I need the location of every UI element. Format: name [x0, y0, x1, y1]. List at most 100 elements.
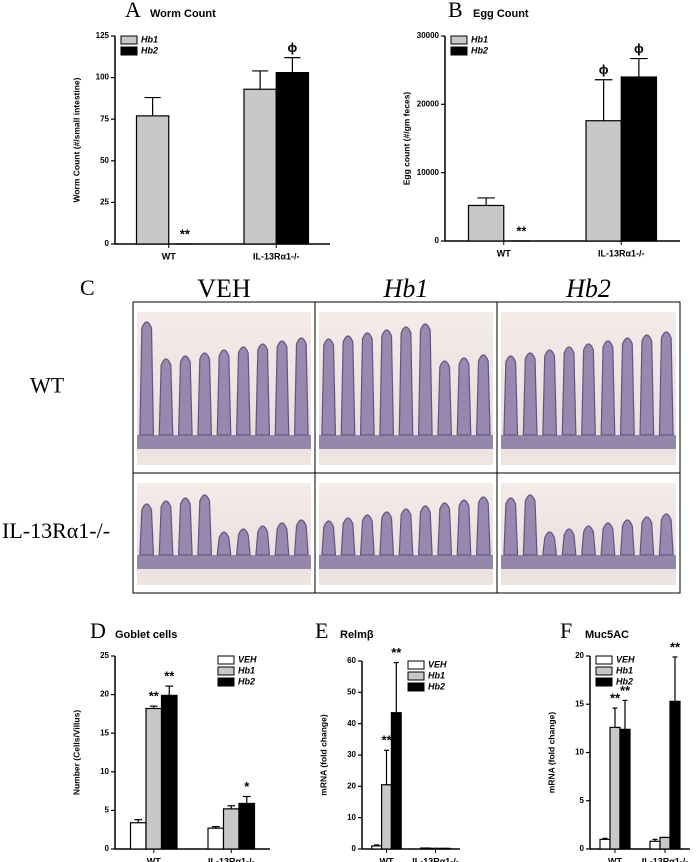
- villus: [639, 334, 655, 436]
- histology-grid: [132, 301, 681, 594]
- x-tick-label: WT: [162, 251, 176, 261]
- villus: [600, 522, 616, 556]
- legend-label: VEH: [616, 654, 635, 664]
- legend-label: VEH: [238, 654, 257, 664]
- legend-swatch: [120, 35, 138, 45]
- bar: [599, 838, 611, 850]
- villus: [293, 337, 309, 436]
- villus: [581, 343, 596, 436]
- legend-swatch: [407, 671, 425, 681]
- villus: [293, 519, 309, 556]
- legend-label: VEH: [428, 659, 447, 669]
- villus: [658, 331, 674, 436]
- villus: [639, 516, 655, 556]
- y-tick-label: 0: [580, 844, 585, 853]
- villus: [581, 525, 596, 556]
- y-tick-label: 50: [100, 156, 109, 165]
- submucosa: [319, 555, 493, 569]
- submucosa: [137, 435, 311, 449]
- significance-mark: **: [180, 226, 191, 241]
- legend-label: Hb1: [428, 670, 445, 680]
- chart-title: Worm Count: [150, 8, 216, 20]
- x-tick-label: WT: [147, 856, 161, 862]
- villus: [255, 525, 271, 556]
- y-tick-label: 5: [580, 796, 585, 805]
- panel-letter: F: [560, 618, 572, 643]
- legend-swatch: [595, 655, 613, 665]
- y-tick-label: 0: [105, 844, 110, 853]
- significance-mark: **: [149, 689, 160, 704]
- bar: [609, 726, 621, 850]
- row-label: WT: [30, 373, 65, 398]
- villus: [600, 340, 616, 436]
- legend-swatch: [217, 677, 235, 687]
- villus: [503, 497, 519, 556]
- submucosa: [319, 435, 493, 449]
- significance-mark: ϕ: [599, 62, 609, 77]
- villus: [139, 503, 155, 556]
- bar: [381, 784, 393, 850]
- y-tick-label: 0: [435, 236, 440, 245]
- x-tick-label: WT: [497, 248, 511, 258]
- villus: [619, 519, 635, 556]
- legend-swatch: [595, 666, 613, 676]
- y-axis-label: mRNA (fold change): [546, 712, 556, 794]
- column-header: Hb2: [565, 274, 611, 303]
- villus: [542, 531, 558, 556]
- grid-border: [132, 301, 681, 594]
- y-tick-label: 10: [347, 813, 356, 822]
- bar: [243, 88, 277, 245]
- bar: [238, 802, 256, 850]
- bar: [649, 840, 661, 850]
- y-tick-label: 10: [575, 748, 584, 757]
- villus: [274, 340, 290, 436]
- significance-mark: **: [164, 669, 175, 684]
- villus: [340, 335, 356, 436]
- legend-label: Hb2: [141, 45, 158, 55]
- chart-title: Muc5AC: [585, 629, 629, 641]
- legend-label: Hb1: [141, 34, 158, 44]
- significance-mark: **: [516, 223, 527, 238]
- significance-mark: **: [610, 691, 621, 706]
- x-tick-label: IL-13Rα1-/-: [412, 856, 459, 862]
- villus: [274, 522, 290, 556]
- villus: [235, 346, 251, 436]
- legend-label: Hb2: [428, 681, 445, 691]
- villus: [158, 358, 174, 436]
- legend-swatch: [217, 666, 235, 676]
- panel-letter: C: [80, 275, 95, 300]
- villus: [321, 338, 337, 436]
- bar: [145, 707, 163, 850]
- bar: [467, 204, 505, 242]
- x-tick-label: IL-13Rα1-/-: [253, 251, 300, 261]
- y-tick-label: 50: [347, 687, 356, 696]
- significance-mark: *: [244, 779, 250, 794]
- villus: [417, 323, 433, 436]
- bar: [371, 845, 383, 850]
- y-axis-label: Egg count (#/gm feces): [401, 92, 411, 186]
- legend-swatch: [450, 35, 468, 45]
- y-tick-label: 25: [100, 651, 109, 660]
- villus: [255, 343, 271, 436]
- villus: [379, 329, 395, 436]
- y-tick-label: 15: [100, 728, 109, 737]
- villus: [658, 513, 674, 556]
- significance-mark: **: [620, 683, 631, 698]
- bar: [669, 700, 681, 850]
- bar: [207, 827, 225, 850]
- bar: [275, 72, 310, 245]
- bar: [222, 808, 240, 850]
- legend-swatch: [595, 677, 613, 687]
- bar: [659, 836, 671, 850]
- chart-title: Goblet cells: [115, 629, 177, 641]
- significance-mark: **: [391, 645, 402, 660]
- bar: [129, 822, 147, 850]
- villus: [475, 496, 491, 556]
- villus: [379, 511, 395, 556]
- villus: [417, 505, 433, 556]
- y-tick-label: 20: [347, 781, 356, 790]
- y-tick-label: 60: [347, 656, 356, 665]
- villus: [456, 357, 472, 436]
- y-tick-label: 20000: [417, 99, 440, 108]
